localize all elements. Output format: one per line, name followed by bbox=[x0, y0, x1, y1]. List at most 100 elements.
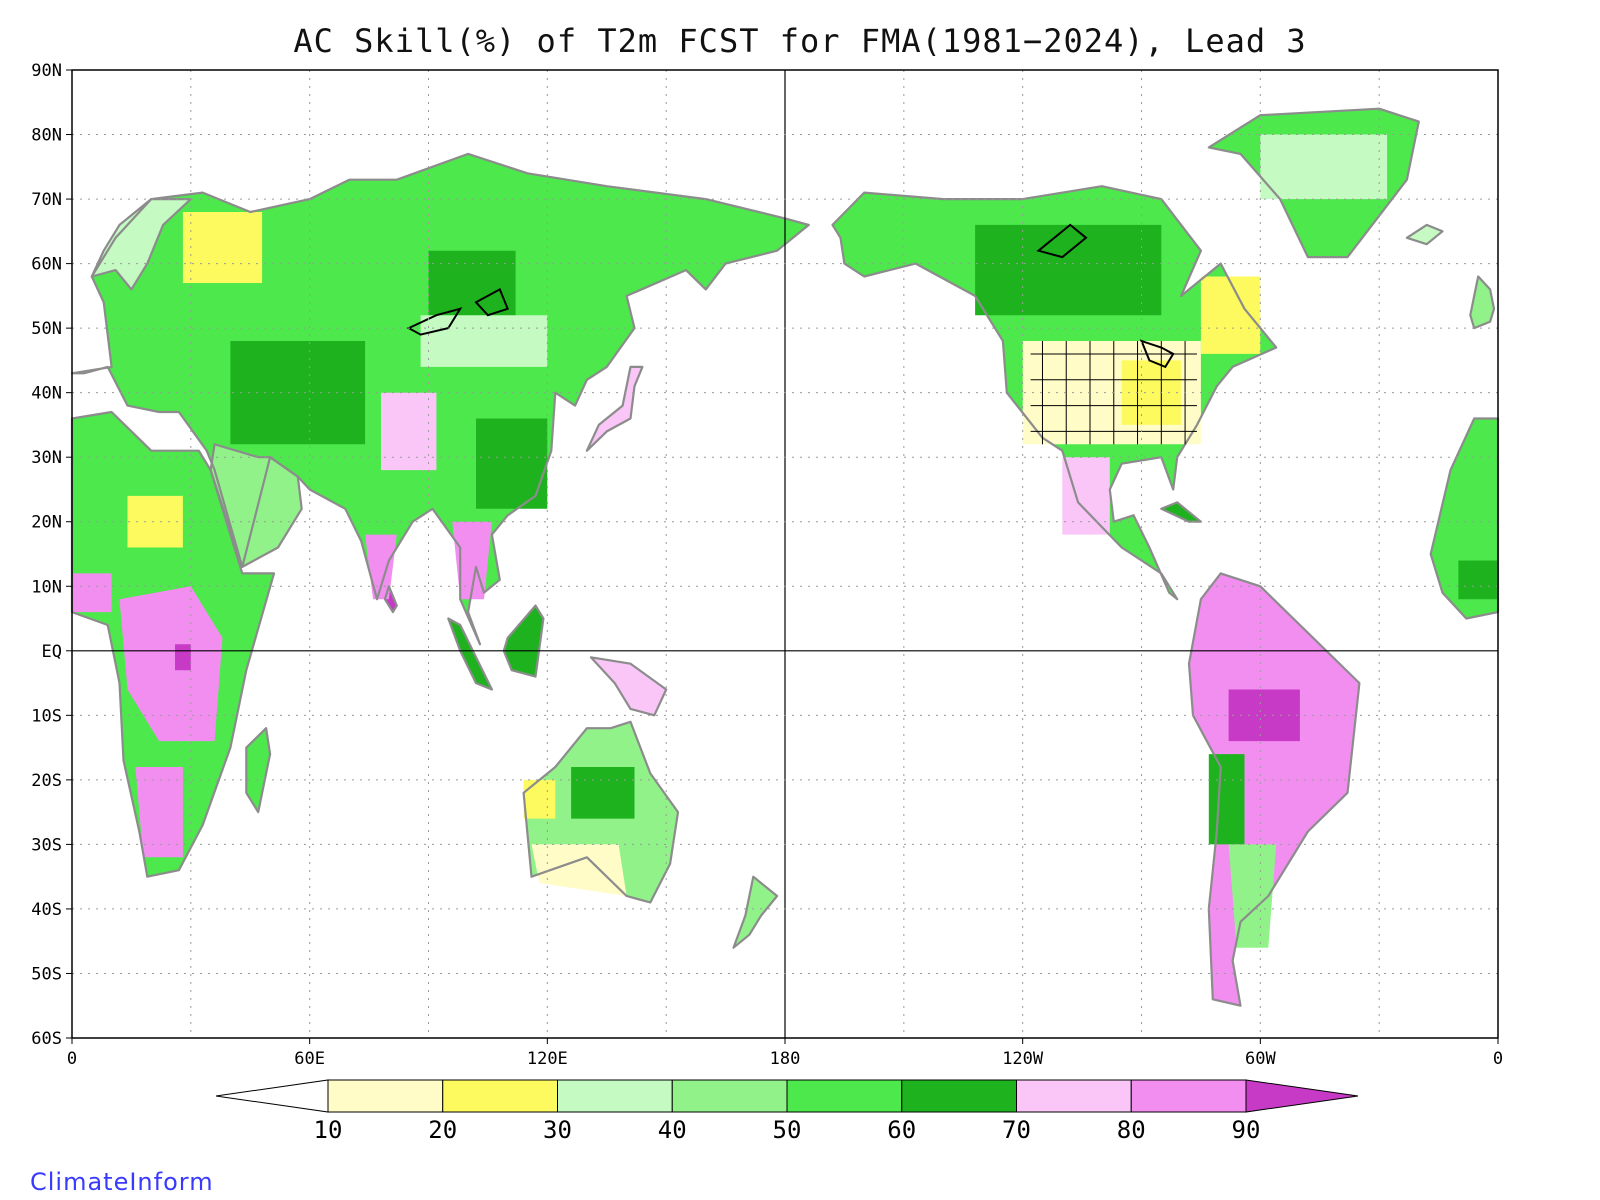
lat-tick-label: 20S bbox=[31, 771, 62, 791]
colorbar-box bbox=[557, 1079, 673, 1113]
lon-tick-label: 0 bbox=[67, 1049, 77, 1069]
lat-tick-label: 20N bbox=[31, 513, 62, 533]
greenland-light bbox=[1260, 134, 1388, 200]
lake-outline-0 bbox=[1139, 339, 1175, 369]
lat-tick-label: 50N bbox=[31, 319, 62, 339]
us-state-lines bbox=[1030, 341, 1197, 445]
southamerica-landmass-outline bbox=[1187, 572, 1361, 1007]
lat-tick-label: 60N bbox=[31, 255, 62, 275]
cuba-landmass bbox=[1161, 502, 1201, 522]
lat-tick-label: 10S bbox=[31, 706, 62, 726]
lat-tick-label: 50S bbox=[31, 964, 62, 984]
southamerica-landmass bbox=[1189, 573, 1360, 1006]
colorbar-label: 10 bbox=[314, 1116, 343, 1144]
andes-green bbox=[1208, 754, 1245, 845]
srilanka-landmass-outline bbox=[383, 585, 398, 614]
map-frame bbox=[71, 69, 1499, 1039]
colorbar-label: 30 bbox=[543, 1116, 572, 1144]
australia-yellow bbox=[531, 844, 627, 896]
colorbar-upper-extend bbox=[1245, 1079, 1359, 1113]
newzealand-landmass-outline bbox=[732, 875, 779, 949]
arabia-landmass-outline bbox=[209, 443, 303, 569]
colorbar-label: 40 bbox=[658, 1116, 687, 1144]
lon-tick-label: 0 bbox=[1493, 1049, 1503, 1069]
lat-tick-label: 80N bbox=[31, 126, 62, 146]
colorbar-label: 50 bbox=[773, 1116, 802, 1144]
newguinea-landmass-outline bbox=[589, 656, 668, 717]
iceland-landmass bbox=[1406, 224, 1443, 245]
skill-shading bbox=[72, 108, 1498, 1006]
newzealand-landmass bbox=[733, 876, 778, 948]
madagascar-landmass bbox=[246, 728, 271, 813]
lat-tick-label: EQ bbox=[42, 642, 62, 662]
colorbar-label: 60 bbox=[887, 1116, 916, 1144]
coastline-outlines bbox=[70, 107, 1500, 1007]
colorbar-box bbox=[327, 1079, 444, 1113]
sumatra-landmass bbox=[448, 618, 492, 690]
japan-landmass bbox=[586, 366, 643, 451]
lon-tick-label: 120W bbox=[1002, 1049, 1044, 1069]
scandinavia-landmass-outline bbox=[90, 198, 192, 291]
colorbar-box bbox=[442, 1079, 558, 1113]
britain-landmass-outline bbox=[1469, 275, 1496, 330]
northamerica-landmass-outline bbox=[831, 185, 1278, 601]
iceland-landmass-outline bbox=[1405, 223, 1444, 246]
greenland-landmass-outline bbox=[1207, 107, 1420, 259]
lat-tick-label: 30N bbox=[31, 448, 62, 468]
madagascar-landmass-outline bbox=[245, 727, 272, 814]
china-dark bbox=[476, 418, 548, 509]
sahara-yellow bbox=[127, 495, 183, 548]
quebec-yellow bbox=[1200, 276, 1261, 354]
lake-outline-1 bbox=[406, 307, 463, 336]
borneo-landmass bbox=[503, 605, 544, 677]
indochina-high bbox=[452, 521, 492, 600]
sumatra-landmass-outline bbox=[447, 617, 493, 691]
colorbar-box bbox=[671, 1079, 788, 1113]
canada-dark bbox=[975, 224, 1162, 316]
lon-tick-label: 120E bbox=[527, 1049, 568, 1069]
colorbar-box bbox=[901, 1079, 1017, 1113]
credit-label: ClimateInform bbox=[30, 1168, 214, 1196]
lake-outline-3 bbox=[1036, 223, 1088, 259]
lat-tick-label: 90N bbox=[31, 61, 62, 81]
colorbar: 10 20 30 40 50 60 70 80 90 bbox=[215, 1079, 1359, 1144]
lake-outline-2 bbox=[474, 287, 510, 317]
lat-tick-label: 40S bbox=[31, 900, 62, 920]
borneo-landmass-outline bbox=[502, 604, 545, 678]
colorbar-label: 70 bbox=[1002, 1116, 1031, 1144]
lat-tick-label: 60S bbox=[31, 1029, 62, 1049]
congo-peak bbox=[175, 644, 191, 671]
australia-dark bbox=[571, 767, 635, 819]
southern-africa-high bbox=[135, 767, 183, 858]
central-africa-high bbox=[119, 586, 223, 742]
colorbar-label: 90 bbox=[1232, 1116, 1261, 1144]
mongolia-light bbox=[420, 315, 548, 367]
colorbar-box bbox=[1016, 1079, 1132, 1113]
australia-west-yellow bbox=[523, 779, 556, 819]
tibet-high bbox=[381, 392, 437, 471]
colorbar-label: 20 bbox=[428, 1116, 457, 1144]
us-east-yellow bbox=[1121, 360, 1182, 425]
lat-tick-label: 10N bbox=[31, 577, 62, 597]
graticule bbox=[72, 70, 1498, 1038]
colorbar-lower-extend bbox=[215, 1079, 329, 1113]
axis-ticks: 90N 80N 70N 60N 50N 40N 30N 20N 10N EQ 10S 20S 30S 40… bbox=[31, 61, 1503, 1069]
russia-north-yellow bbox=[182, 212, 263, 283]
lat-tick-label: 30S bbox=[31, 835, 62, 855]
lon-tick-label: 60W bbox=[1245, 1049, 1276, 1069]
colorbar-box bbox=[786, 1079, 903, 1113]
colorbar-label: 80 bbox=[1117, 1116, 1146, 1144]
lat-tick-label: 40N bbox=[31, 384, 62, 404]
lon-tick-label: 180 bbox=[770, 1049, 801, 1069]
colorbar-box bbox=[1130, 1079, 1247, 1113]
newguinea-landmass bbox=[590, 657, 667, 716]
sahel-west-high bbox=[72, 573, 112, 613]
lon-tick-label: 60E bbox=[294, 1049, 325, 1069]
lat-tick-label: 70N bbox=[31, 190, 62, 210]
west-africa-dark bbox=[1458, 560, 1498, 600]
map-title: AC Skill(%) of T2m FCST for FMA(1981−202… bbox=[293, 22, 1307, 60]
australia-landmass-outline bbox=[522, 720, 680, 904]
africa-landmass-outline bbox=[70, 410, 276, 878]
